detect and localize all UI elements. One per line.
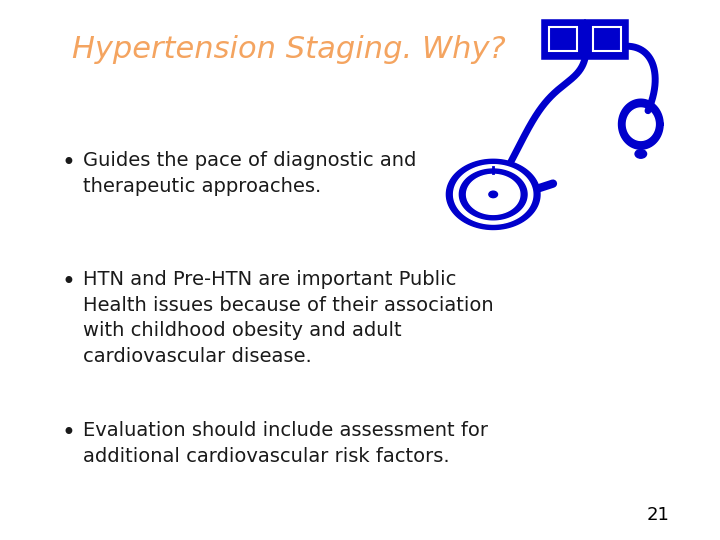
Polygon shape	[619, 100, 662, 149]
FancyBboxPatch shape	[544, 22, 583, 57]
Polygon shape	[459, 169, 527, 220]
Circle shape	[635, 150, 647, 158]
Polygon shape	[446, 159, 540, 230]
Text: •: •	[61, 421, 75, 445]
Text: Evaluation should include assessment for
additional cardiovascular risk factors.: Evaluation should include assessment for…	[83, 421, 488, 466]
FancyBboxPatch shape	[549, 27, 577, 51]
Polygon shape	[467, 174, 520, 214]
Polygon shape	[454, 165, 533, 224]
Circle shape	[489, 191, 498, 198]
Text: •: •	[61, 151, 75, 175]
Text: HTN and Pre-HTN are important Public
Health issues because of their association
: HTN and Pre-HTN are important Public Hea…	[83, 270, 493, 366]
Text: Hypertension Staging. Why?: Hypertension Staging. Why?	[72, 35, 505, 64]
Polygon shape	[626, 108, 655, 140]
FancyBboxPatch shape	[593, 27, 621, 51]
Text: Guides the pace of diagnostic and
therapeutic approaches.: Guides the pace of diagnostic and therap…	[83, 151, 416, 196]
FancyBboxPatch shape	[587, 22, 626, 57]
Text: •: •	[61, 270, 75, 294]
Text: 21: 21	[647, 506, 670, 524]
